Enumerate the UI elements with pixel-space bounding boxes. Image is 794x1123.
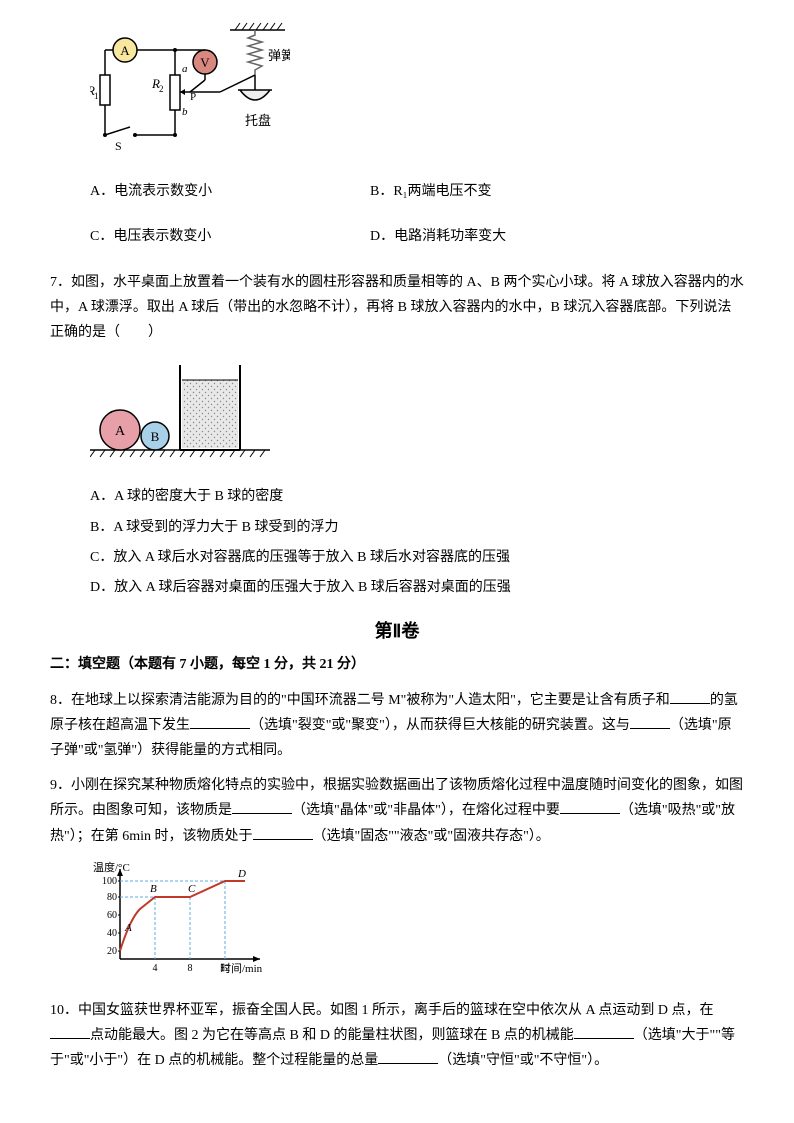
q8-p3: （选填"裂变"或"聚变"），从而获得巨大核能的研究装置。这与 <box>250 718 630 733</box>
q10-blank2 <box>574 1023 634 1039</box>
ball-a-label: A <box>115 424 126 439</box>
switch-label: S <box>115 139 122 153</box>
ytick-20: 20 <box>107 946 117 957</box>
point-d: D <box>237 868 246 880</box>
point-b: B <box>150 883 157 895</box>
q10-p1: 10．中国女篮获世界杯亚军，振奋全国人民。如图 1 所示，离手后的篮球在空中依次… <box>50 1003 713 1018</box>
q6-option-b: B．R₁两端电压不变 <box>370 179 492 204</box>
xtick-8: 8 <box>188 963 193 974</box>
q10-blank3 <box>378 1048 438 1064</box>
q7-option-c: C．放入 A 球后水对容器底的压强等于放入 B 球后水对容器底的压强 <box>90 545 744 570</box>
ytick-80: 80 <box>107 892 117 903</box>
q9-blank1 <box>232 798 292 814</box>
q7-option-b: B．A 球受到的浮力大于 B 球受到的浮力 <box>90 515 744 540</box>
q7-option-a: A．A 球的密度大于 B 球的密度 <box>90 484 744 509</box>
spring-label: 弹簧 <box>268 48 290 63</box>
q10-p4: （选填"守恒"或"不守恒"）。 <box>438 1053 608 1068</box>
q9-p4: （选填"固态""液态"或"固液共存态"）。 <box>313 829 550 844</box>
point-a: A <box>124 922 132 934</box>
q10-blank1 <box>50 1023 90 1039</box>
melt-chart: 温度/°C 时间/min 20 40 60 80 100 4 8 12 A B … <box>90 859 744 988</box>
q10-p2: 点动能最大。图 2 为它在等高点 B 和 D 的能量柱状图，则篮球在 B 点的机… <box>90 1028 574 1043</box>
terminal-a: a <box>182 63 188 75</box>
ytick-40: 40 <box>107 928 117 939</box>
section-2-title: 第Ⅱ卷 <box>50 615 744 647</box>
q8-blank1 <box>670 688 710 704</box>
slider-p: P <box>190 91 196 103</box>
q9-blank2 <box>560 798 620 814</box>
question-8: 8．在地球上以探索清洁能源为目的的"中国环流器二号 M"被称为"人造太阳"，它主… <box>50 688 744 764</box>
q6-option-d: D．电路消耗功率变大 <box>370 224 506 249</box>
r1-sub: 1 <box>94 91 99 101</box>
buoyancy-diagram: A B <box>90 355 744 474</box>
xtick-4: 4 <box>153 963 158 974</box>
q7-text: 7．如图，水平桌面上放置着一个装有水的圆柱形容器和质量相等的 A、B 两个实心小… <box>50 270 744 346</box>
q8-p1: 8．在地球上以探索清洁能源为目的的"中国环流器二号 M"被称为"人造太阳"，它主… <box>50 693 670 708</box>
ytick-60: 60 <box>107 910 117 921</box>
q8-blank2 <box>190 713 250 729</box>
ytick-100: 100 <box>102 876 117 887</box>
pan-label: 托盘 <box>245 113 271 128</box>
r2-sub: 2 <box>159 84 164 94</box>
ball-b-label: B <box>151 429 160 444</box>
q9-p2: （选填"晶体"或"非晶体"），在熔化过程中要 <box>292 803 560 818</box>
question-7: 7．如图，水平桌面上放置着一个装有水的圆柱形容器和质量相等的 A、B 两个实心小… <box>50 270 744 346</box>
q6-option-a: A．电流表示数变小 <box>90 179 370 204</box>
q9-blank3 <box>253 824 313 840</box>
q8-blank3 <box>630 713 670 729</box>
q6-options-row2: C．电压表示数变小 D．电路消耗功率变大 <box>90 224 744 249</box>
voltmeter-label: V <box>200 55 210 70</box>
q6-options-row1: A．电流表示数变小 B．R₁两端电压不变 <box>90 179 744 204</box>
ammeter-label: A <box>120 43 130 58</box>
q7-option-d: D．放入 A 球后容器对桌面的压强大于放入 B 球后容器对桌面的压强 <box>90 575 744 600</box>
terminal-b: b <box>182 106 188 118</box>
point-c: C <box>188 883 196 895</box>
xtick-12: 12 <box>220 963 230 974</box>
circuit-diagram: 弹簧 托盘 A R 1 S R 2 a b P V <box>90 20 744 169</box>
q6-option-c: C．电压表示数变小 <box>90 224 370 249</box>
question-10: 10．中国女篮获世界杯亚军，振奋全国人民。如图 1 所示，离手后的篮球在空中依次… <box>50 998 744 1074</box>
question-9: 9．小刚在探究某种物质熔化特点的实验中，根据实验数据画出了该物质熔化过程中温度随… <box>50 773 744 849</box>
section-2-header: 二：填空题（本题有 7 小题，每空 1 分，共 21 分） <box>50 652 744 677</box>
ylabel: 温度/°C <box>93 860 130 874</box>
